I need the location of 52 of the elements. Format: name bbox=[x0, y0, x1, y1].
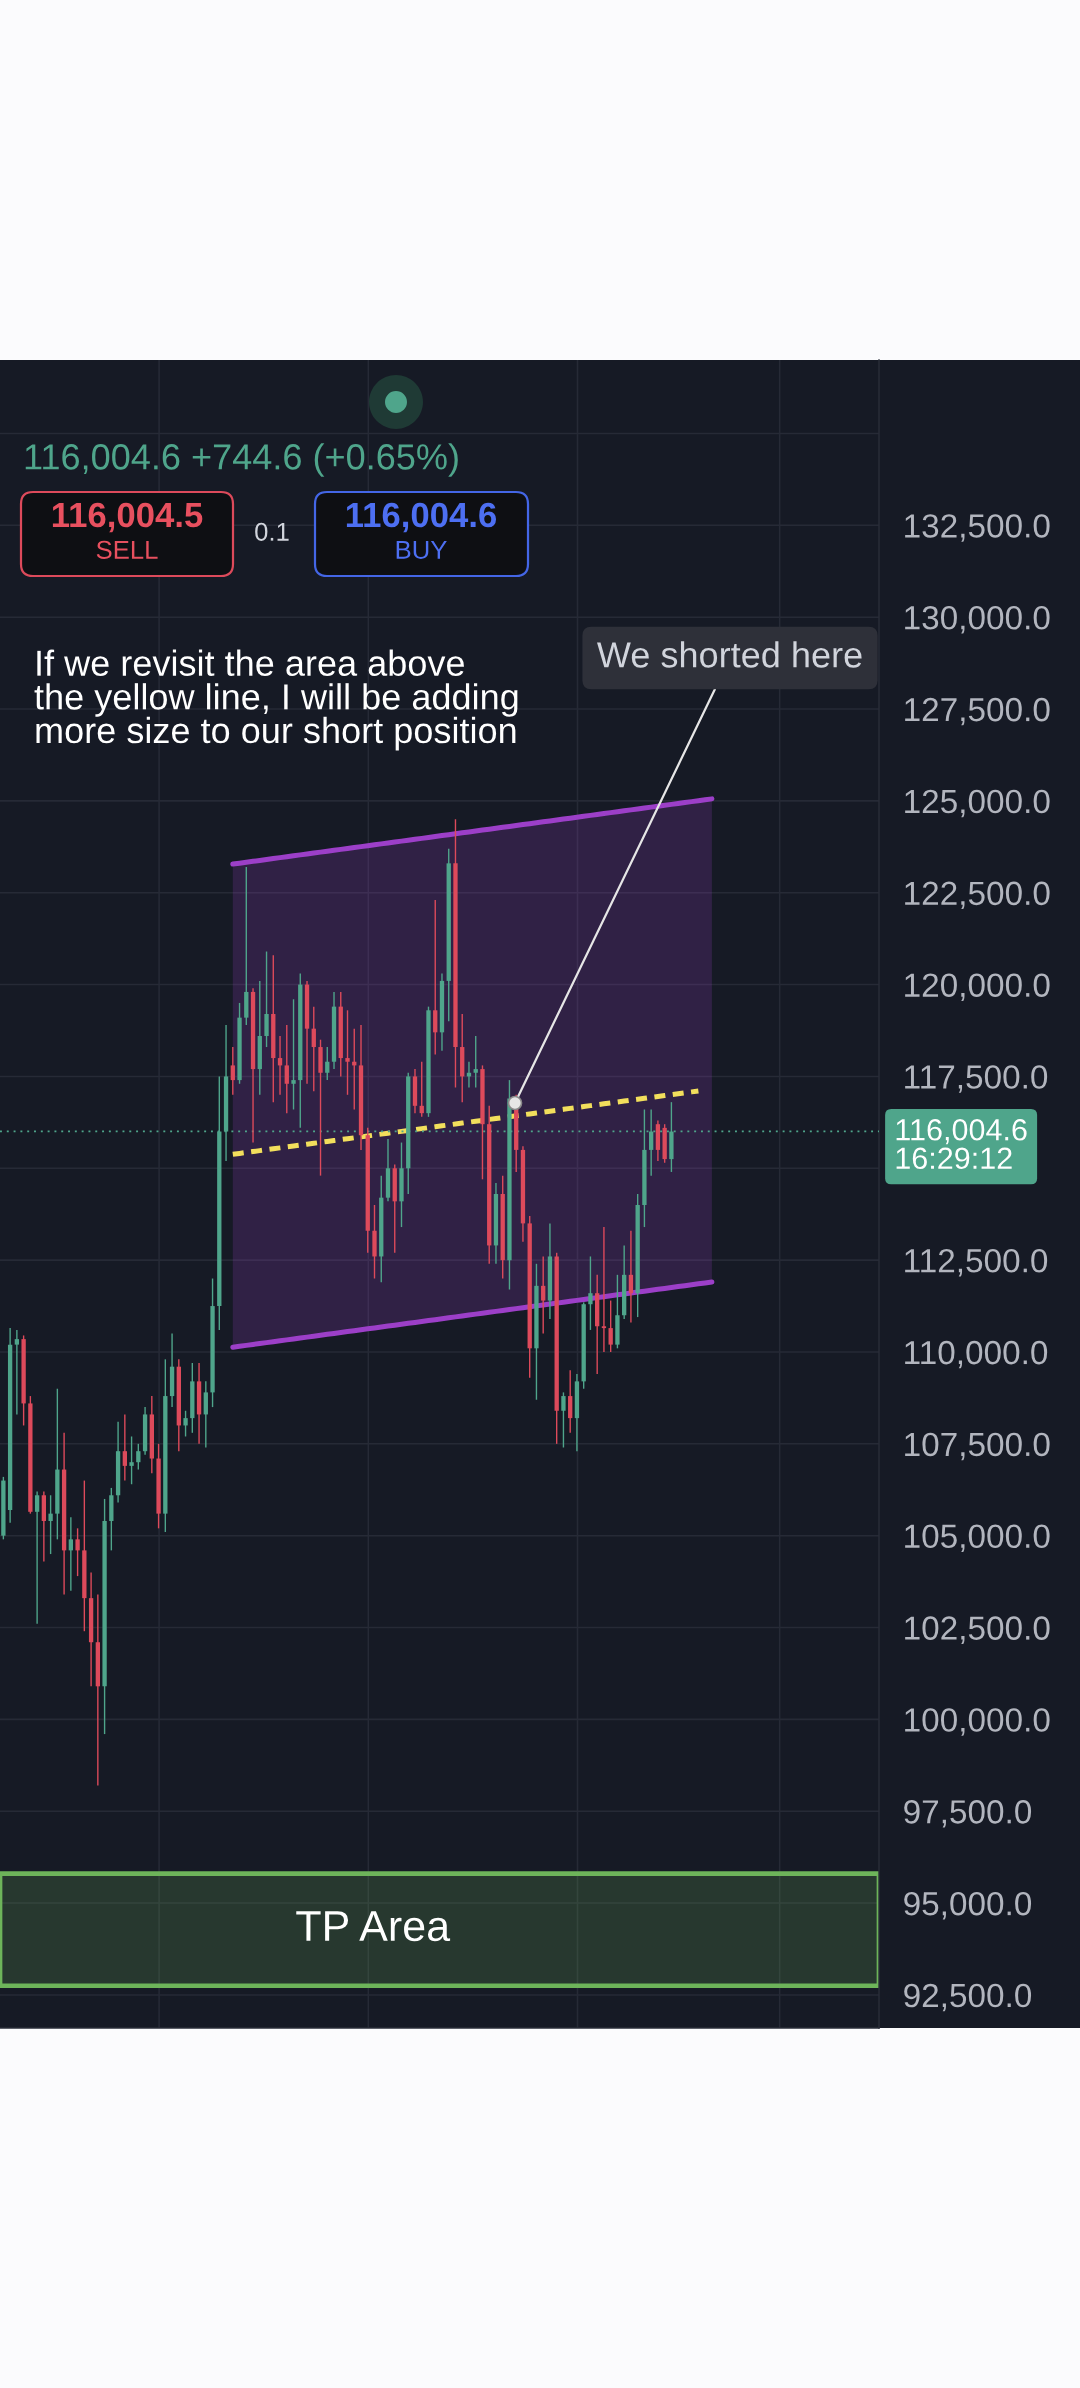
y-tick-label: 107,500.0 bbox=[905, 1432, 1050, 1461]
y-tick-label: 105,000.0 bbox=[905, 1524, 1050, 1553]
y-tick-label: 97,500.0 bbox=[904, 1800, 1032, 1828]
y-tick-label: 112,500.0 bbox=[905, 1248, 1048, 1277]
y-tick-label: 100,000.0 bbox=[905, 1708, 1050, 1736]
annotation: 116,004.5 bbox=[52, 502, 203, 533]
y-tick-label: 125,000.0 bbox=[905, 789, 1050, 818]
candlestick bbox=[230, 1046, 235, 1096]
candlestick bbox=[473, 1035, 478, 1089]
candlestick bbox=[561, 1391, 566, 1449]
candlestick bbox=[68, 1516, 74, 1592]
y-tick-label: 130,000.0 bbox=[905, 605, 1050, 634]
y-tick-label: 92,500.0 bbox=[904, 1983, 1032, 2012]
candlestick bbox=[311, 1005, 316, 1092]
candlestick bbox=[284, 1024, 289, 1114]
y-tick-label: 110,000.0 bbox=[905, 1340, 1048, 1369]
annotation: SELL bbox=[96, 540, 158, 559]
candlestick bbox=[628, 1230, 634, 1324]
y-tick-label: 120,000.0 bbox=[905, 973, 1050, 1001]
candlestick bbox=[75, 1527, 80, 1577]
candlestick bbox=[129, 1435, 134, 1485]
candlestick bbox=[345, 1009, 350, 1096]
candlestick bbox=[183, 1410, 188, 1438]
candlestick bbox=[291, 998, 296, 1111]
candlestick bbox=[136, 1443, 141, 1471]
annotation: BUY bbox=[396, 540, 447, 559]
candlestick bbox=[608, 1299, 613, 1353]
text: 116,004.6 +744.6 (+0.65%) bbox=[25, 443, 458, 477]
candlestick bbox=[433, 899, 438, 1056]
candlestick bbox=[264, 950, 269, 1048]
candlestick bbox=[14, 1329, 20, 1416]
y-tick-label: 95,000.0 bbox=[904, 1891, 1032, 1920]
candlestick bbox=[325, 1046, 330, 1081]
candlestick bbox=[203, 1380, 208, 1449]
ref-line-label: 116,004.6 16:29:12 bbox=[896, 1118, 1027, 1170]
y-tick-label: 117,500.0 bbox=[905, 1065, 1048, 1093]
candlestick bbox=[34, 1490, 40, 1625]
annotation: We shorted here bbox=[597, 641, 862, 668]
annotation: 0.1 bbox=[255, 522, 289, 541]
candlestick bbox=[48, 1494, 53, 1555]
y-tick-label: 122,500.0 bbox=[905, 881, 1050, 910]
candlestick bbox=[122, 1413, 127, 1482]
candlestick bbox=[601, 1226, 607, 1353]
candlestick bbox=[541, 1255, 546, 1335]
y-tick-label: 102,500.0 bbox=[905, 1616, 1050, 1644]
y-tick-label: 132,500.0 bbox=[905, 514, 1050, 542]
annotation: 116,004.6 bbox=[346, 502, 497, 533]
annotation: If we revisit the area above the yellow line, I will be adding more size to our short position bbox=[34, 649, 518, 751]
y-tick-label: 127,500.0 bbox=[905, 697, 1050, 726]
candlestick bbox=[568, 1369, 573, 1434]
band-label: TP Area bbox=[296, 1911, 451, 1942]
candlestick bbox=[588, 1255, 593, 1331]
